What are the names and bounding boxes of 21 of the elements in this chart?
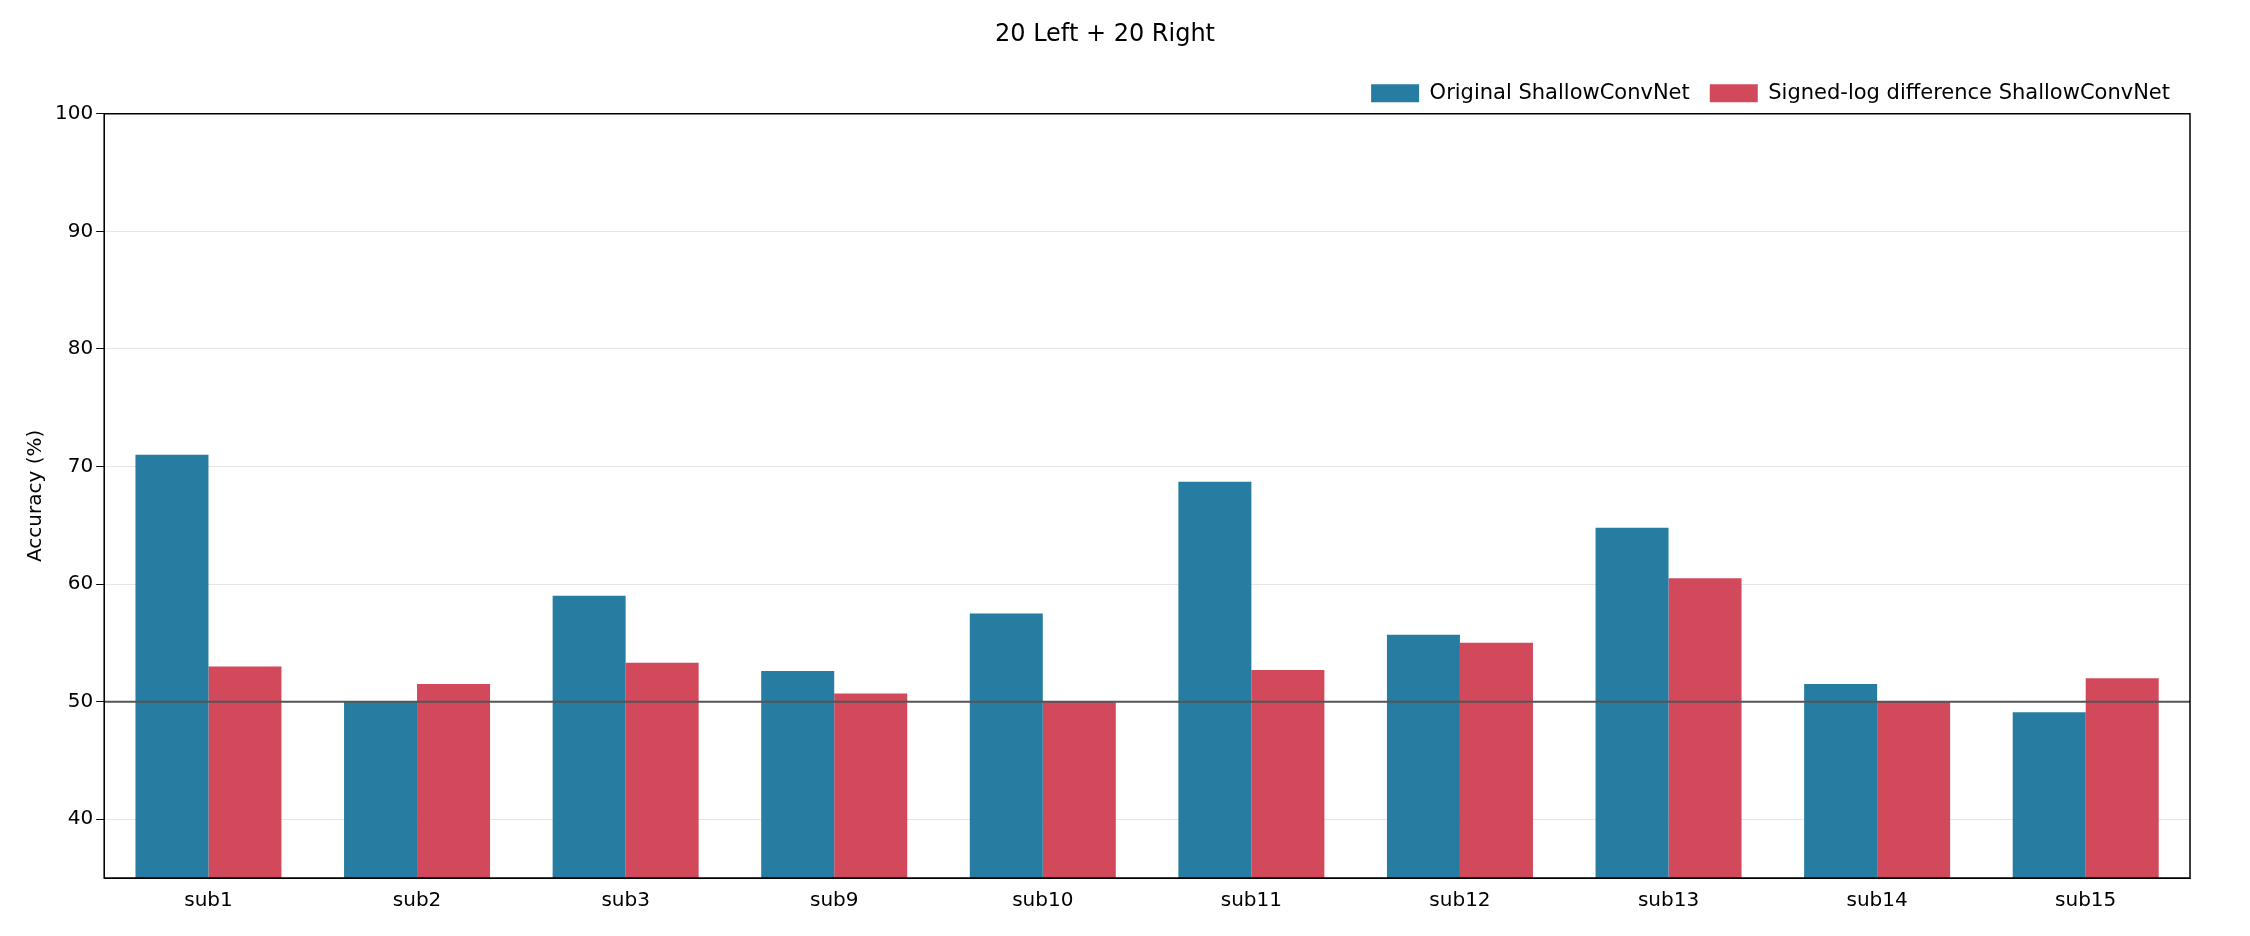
- x-tick-label: sub15: [2055, 887, 2117, 912]
- legend-label: Original ShallowConvNet: [1429, 79, 1690, 104]
- x-tick-label: sub11: [1220, 887, 1282, 912]
- x-tick-label: sub2: [392, 887, 442, 912]
- y-tick-label: 40: [67, 805, 94, 830]
- x-tick-label: sub13: [1637, 887, 1700, 912]
- x-tick-label: sub1: [184, 887, 233, 912]
- y-tick-label: 80: [67, 335, 94, 360]
- y-tick-label: 100: [54, 100, 94, 124]
- y-tick-label: 70: [67, 452, 94, 477]
- legend-label: Signed-log difference ShallowConvNet: [1768, 79, 2171, 104]
- x-tick-label: sub14: [1846, 887, 1908, 912]
- x-tick-label: sub10: [1012, 887, 1074, 912]
- x-tick-label: sub12: [1429, 887, 1491, 912]
- y-axis-title: Accuracy (%): [22, 429, 47, 563]
- y-tick-label: 50: [67, 687, 94, 712]
- chart-title: 20 Left + 20 Right: [994, 18, 1216, 47]
- y-tick-label: 60: [67, 570, 94, 595]
- x-tick-label: sub9: [809, 887, 859, 912]
- x-tick-label: sub3: [601, 887, 650, 912]
- y-tick-label: 90: [67, 217, 94, 242]
